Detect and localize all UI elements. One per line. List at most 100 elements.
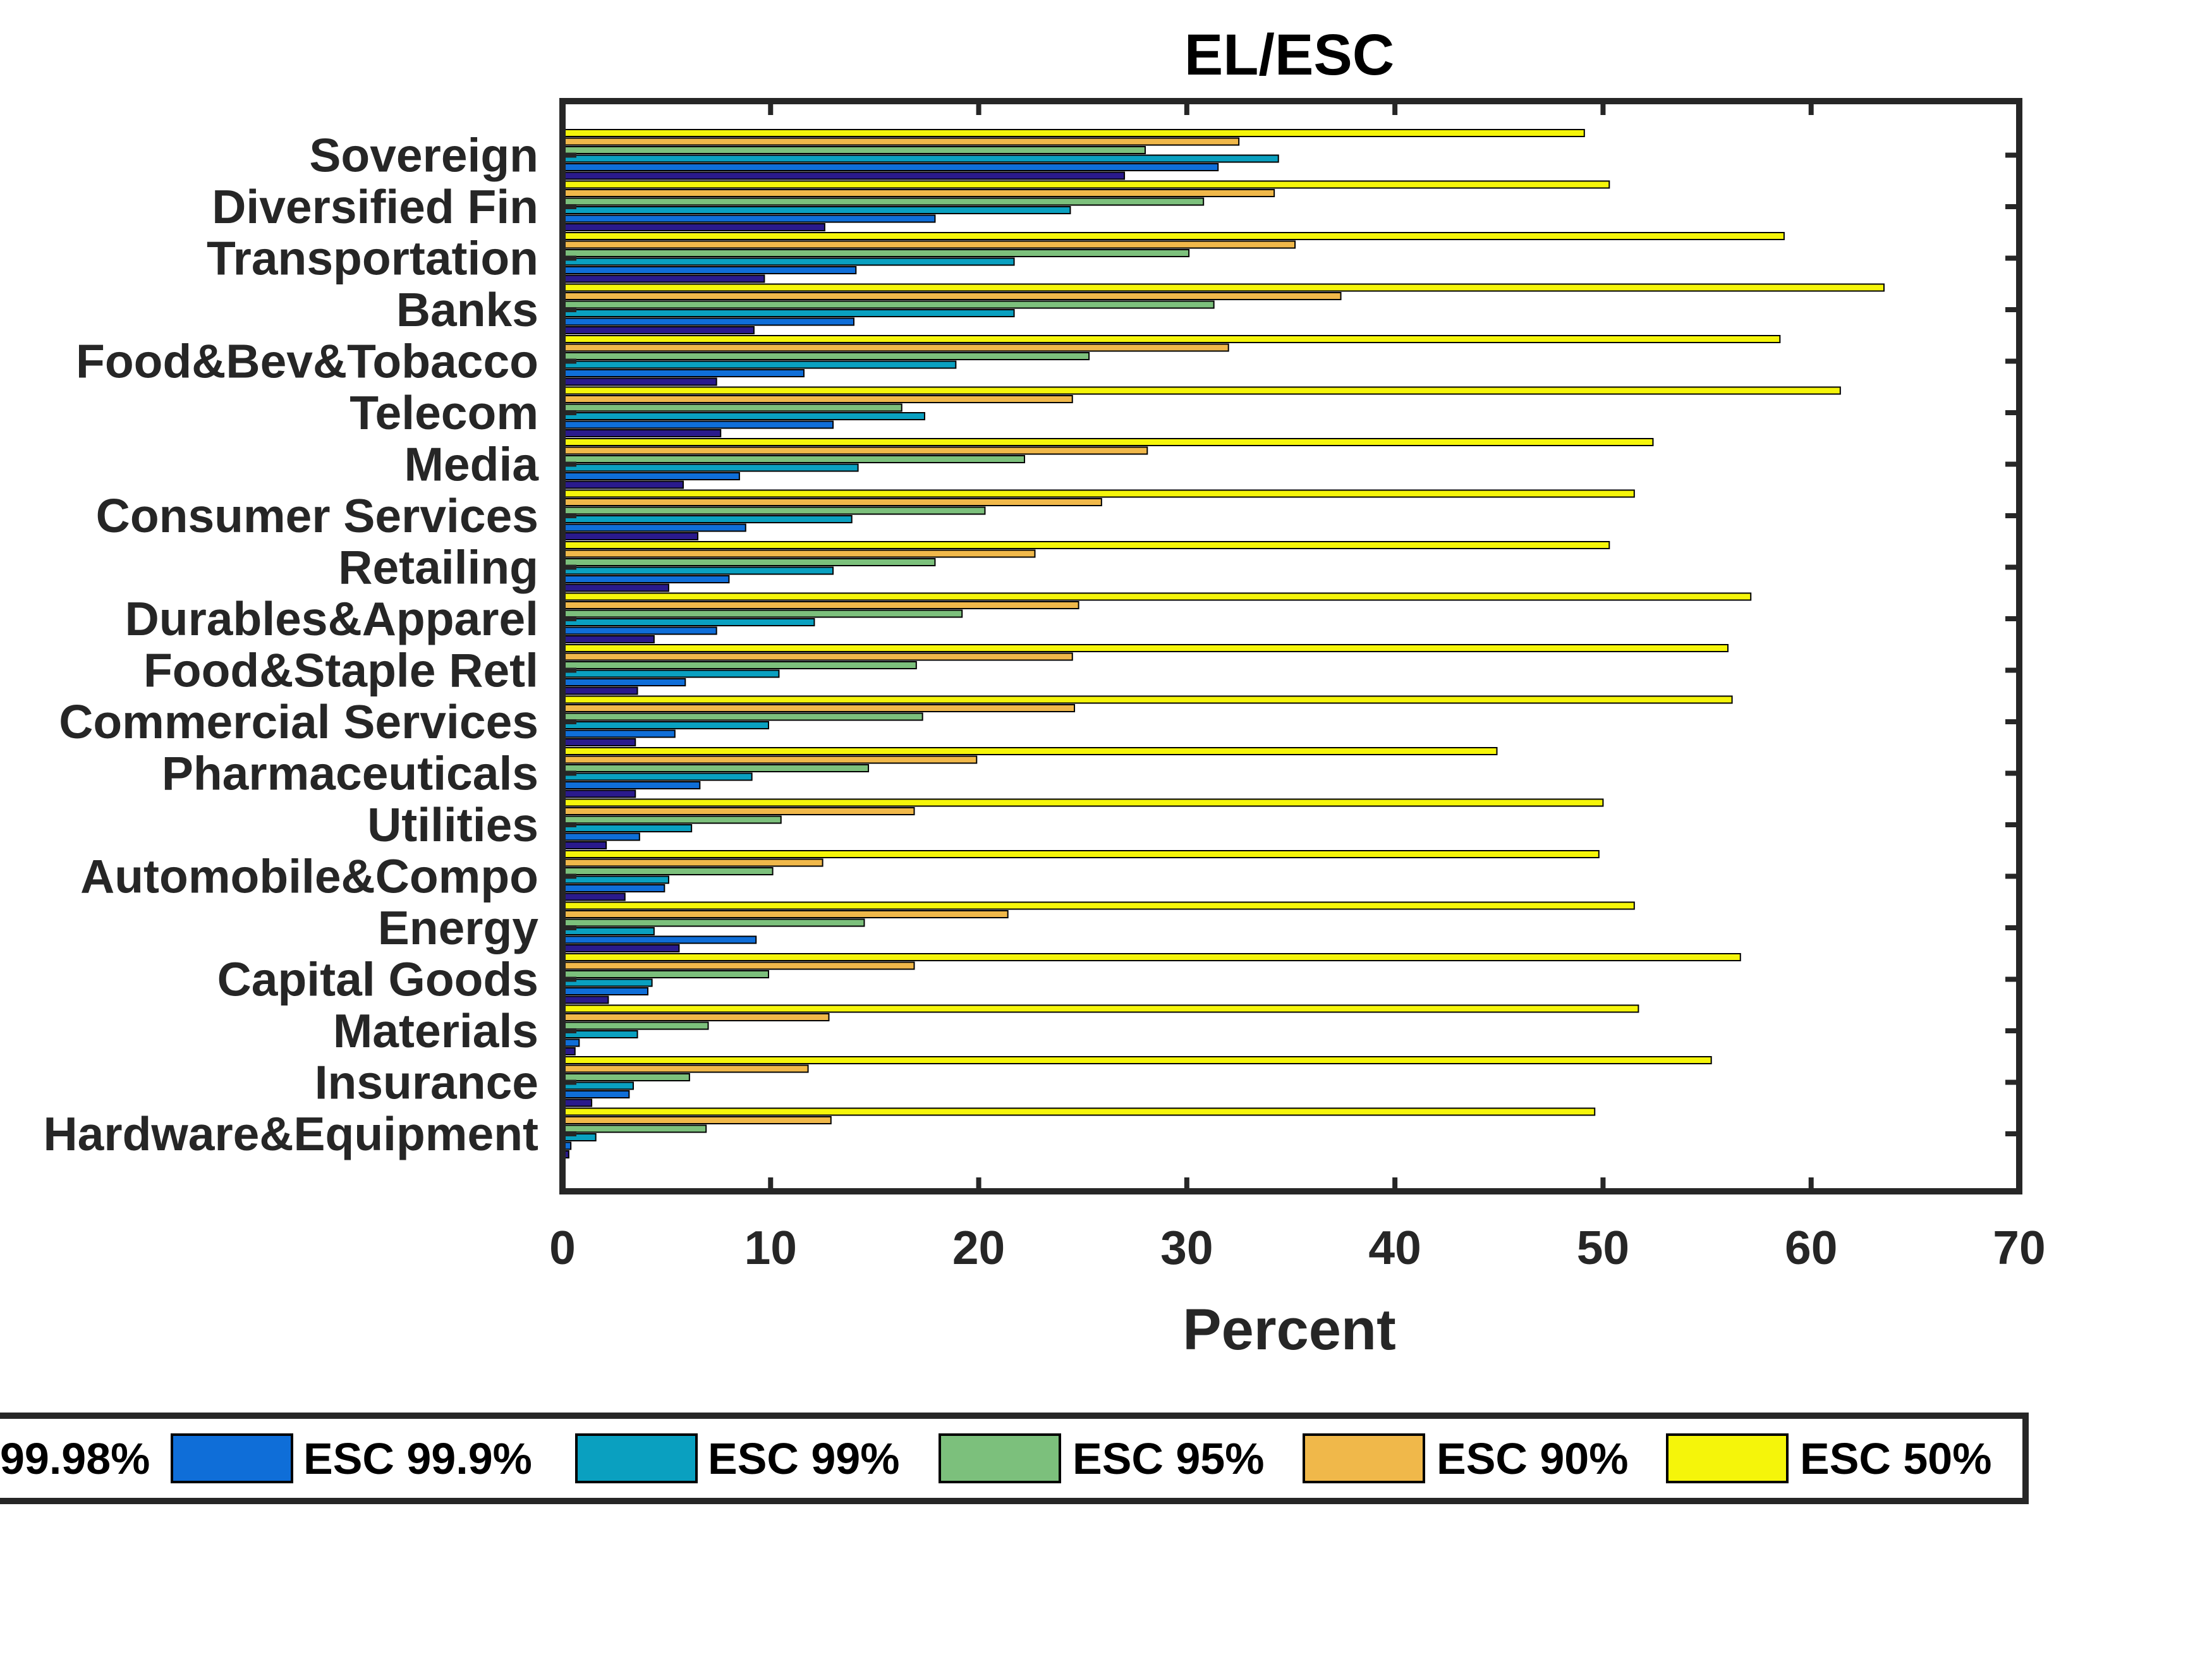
bar-durables-apparel-99-98 — [562, 635, 655, 643]
bar-automobile-compo-esc-95 — [562, 867, 774, 875]
bar-automobile-compo-esc-99-9 — [562, 884, 665, 892]
legend-label-esc-50: ESC 50% — [1800, 1434, 1991, 1483]
bar-pharmaceuticals-esc-95 — [562, 764, 870, 772]
bar-energy-esc-99-9 — [562, 935, 757, 944]
bar-utilities-esc-99-9 — [562, 832, 640, 841]
bar-sovereign-esc-50 — [562, 129, 1585, 137]
bar-materials-esc-90 — [562, 1013, 830, 1021]
category-label-automobile-compo: Automobile&Compo — [80, 850, 538, 903]
bar-retailing-esc-95 — [562, 558, 936, 566]
bar-automobile-compo-99-98 — [562, 892, 626, 901]
bar-telecom-esc-99 — [562, 412, 925, 420]
bar-diversified-fin-esc-95 — [562, 197, 1205, 206]
bar-automobile-compo-esc-90 — [562, 858, 823, 867]
legend-label-esc-99-9: ESC 99.9% — [303, 1434, 532, 1483]
bar-capital-goods-esc-50 — [562, 953, 1741, 961]
legend-swatch-esc-50 — [1666, 1433, 1789, 1483]
category-label-commercial-services: Commercial Services — [59, 695, 538, 748]
bar-utilities-esc-50 — [562, 798, 1604, 807]
legend-label-99-98: 99.98% — [0, 1434, 150, 1483]
bar-energy-esc-90 — [562, 910, 1009, 918]
bars-group — [562, 129, 1885, 1158]
legend-label-esc-99: ESC 99% — [708, 1434, 899, 1483]
bar-retailing-esc-99-9 — [562, 575, 730, 583]
x-tick-label-50: 50 — [1577, 1221, 1629, 1274]
bar-media-esc-99 — [562, 463, 859, 472]
bar-utilities-esc-95 — [562, 815, 782, 824]
bar-durables-apparel-esc-90 — [562, 601, 1079, 609]
legend: 99.98% ESC 99.9% ESC 99% ESC 95% ESC 90% ESC … — [0, 1413, 2029, 1504]
bar-consumer-services-esc-99-9 — [562, 523, 746, 532]
legend-swatch-esc-99 — [575, 1433, 698, 1483]
bar-food-bev-tobacco-esc-90 — [562, 343, 1229, 352]
bar-insurance-esc-95 — [562, 1073, 690, 1081]
bar-diversified-fin-esc-90 — [562, 189, 1275, 197]
bar-food-bev-tobacco-esc-99-9 — [562, 369, 805, 377]
bar-retailing-99-98 — [562, 583, 669, 592]
category-label-food-staple-retl: Food&Staple Retl — [143, 644, 538, 697]
bar-consumer-services-esc-50 — [562, 489, 1635, 498]
x-tick-label-60: 60 — [1785, 1221, 1837, 1274]
category-label-transportation: Transportation — [207, 232, 538, 285]
legend-swatch-esc-95 — [939, 1433, 1061, 1483]
bar-food-staple-retl-esc-99 — [562, 669, 780, 678]
bar-food-bev-tobacco-99-98 — [562, 377, 717, 386]
bar-utilities-esc-90 — [562, 807, 915, 815]
bar-utilities-99-98 — [562, 841, 607, 849]
bar-transportation-esc-90 — [562, 240, 1296, 249]
x-tick-label-0: 0 — [549, 1221, 576, 1274]
bar-commercial-services-esc-95 — [562, 712, 923, 721]
bar-consumer-services-esc-99 — [562, 515, 853, 523]
bar-insurance-esc-50 — [562, 1056, 1712, 1064]
category-label-consumer-services: Consumer Services — [96, 489, 538, 542]
bar-automobile-compo-esc-99 — [562, 875, 669, 884]
bar-durables-apparel-esc-95 — [562, 609, 963, 618]
bar-commercial-services-99-98 — [562, 738, 636, 746]
bar-telecom-esc-50 — [562, 386, 1841, 395]
bar-insurance-99-98 — [562, 1098, 593, 1107]
category-label-capital-goods: Capital Goods — [217, 953, 538, 1006]
bar-food-staple-retl-99-98 — [562, 686, 638, 695]
bar-durables-apparel-esc-50 — [562, 592, 1752, 601]
bar-telecom-esc-90 — [562, 395, 1073, 403]
bar-food-staple-retl-esc-50 — [562, 644, 1729, 652]
x-ticks: 0 10 20 30 40 50 60 70 — [549, 101, 2046, 1274]
bar-media-esc-99-9 — [562, 472, 740, 480]
bar-retailing-esc-99 — [562, 566, 834, 575]
bar-hardware-equipment-esc-95 — [562, 1124, 707, 1133]
bar-banks-esc-99-9 — [562, 317, 854, 326]
category-label-hardware-equipment: Hardware&Equipment — [44, 1107, 538, 1160]
bar-utilities-esc-99 — [562, 824, 693, 832]
bar-media-esc-90 — [562, 446, 1148, 455]
bar-transportation-esc-99 — [562, 257, 1015, 266]
x-axis-label: Percent — [1182, 1297, 1396, 1362]
bar-pharmaceuticals-esc-90 — [562, 755, 978, 764]
bar-food-staple-retl-esc-99-9 — [562, 678, 686, 686]
category-label-utilities: Utilities — [367, 798, 538, 851]
plot-frame — [559, 98, 2022, 1194]
bar-insurance-esc-90 — [562, 1064, 809, 1073]
bar-banks-esc-99 — [562, 309, 1015, 317]
bar-banks-esc-90 — [562, 292, 1342, 300]
chart-title: EL/ESC — [1184, 23, 1394, 87]
bar-transportation-esc-95 — [562, 249, 1190, 257]
bar-banks-esc-95 — [562, 300, 1215, 309]
bar-durables-apparel-esc-99-9 — [562, 626, 717, 635]
category-label-retailing: Retailing — [338, 541, 538, 594]
category-label-durables-apparel: Durables&Apparel — [125, 592, 538, 645]
legend-swatch-esc-90 — [1303, 1433, 1425, 1483]
bar-capital-goods-esc-99-9 — [562, 987, 649, 995]
bar-energy-99-98 — [562, 944, 680, 952]
bar-retailing-esc-90 — [562, 549, 1036, 558]
bar-consumer-services-99-98 — [562, 532, 699, 540]
x-tick-label-10: 10 — [744, 1221, 797, 1274]
bar-food-staple-retl-esc-90 — [562, 652, 1073, 661]
bar-diversified-fin-99-98 — [562, 223, 825, 231]
category-label-sovereign: Sovereign — [309, 129, 538, 182]
x-tick-label-20: 20 — [952, 1221, 1005, 1274]
category-label-pharmaceuticals: Pharmaceuticals — [162, 747, 538, 800]
category-label-telecom: Telecom — [349, 386, 538, 439]
x-tick-label-30: 30 — [1160, 1221, 1213, 1274]
bar-sovereign-esc-95 — [562, 146, 1146, 154]
